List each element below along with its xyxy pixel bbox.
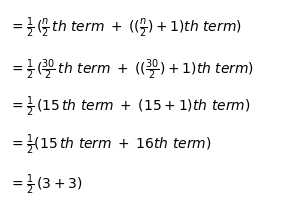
Text: $= \frac{1}{2}\, (\frac{30}{2}\, \mathit{th\ term}\;+\;((\frac{30}{2})+1)\mathit: $= \frac{1}{2}\, (\frac{30}{2}\, \mathit…: [9, 58, 254, 82]
Text: $= \frac{1}{2}\, (3+3)$: $= \frac{1}{2}\, (3+3)$: [9, 173, 82, 197]
Text: $= \frac{1}{2}\, (\frac{n}{2}\, \mathit{th\ term}\;+\;((\frac{n}{2})+1)\mathit{t: $= \frac{1}{2}\, (\frac{n}{2}\, \mathit{…: [9, 16, 242, 40]
Text: $= \frac{1}{2}\, (15\, \mathit{th\ term}\;+\;(15+1)\mathit{th\ term})$: $= \frac{1}{2}\, (15\, \mathit{th\ term}…: [9, 94, 250, 119]
Text: $= \frac{1}{2}(15\, \mathit{th\ term}\;+\;16\mathit{th\ term})$: $= \frac{1}{2}(15\, \mathit{th\ term}\;+…: [9, 133, 211, 157]
